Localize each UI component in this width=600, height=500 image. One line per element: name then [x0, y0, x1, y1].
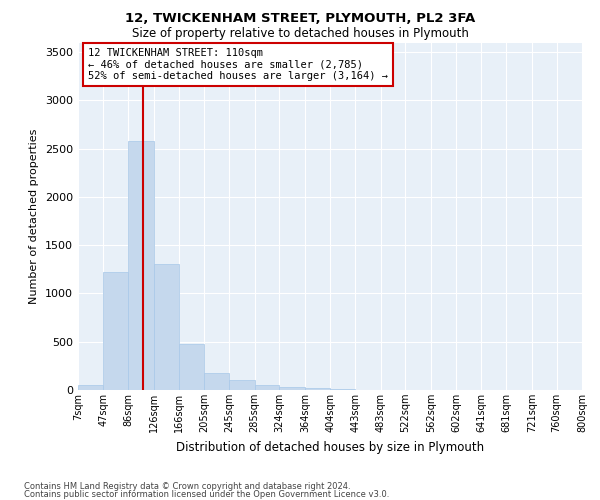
Bar [331, 389, 355, 390]
Bar [204, 373, 229, 390]
Text: 12, TWICKENHAM STREET, PLYMOUTH, PL2 3FA: 12, TWICKENHAM STREET, PLYMOUTH, PL2 3FA [125, 12, 475, 26]
Bar [254, 385, 280, 390]
Bar [179, 344, 204, 390]
Bar [103, 272, 128, 390]
Text: Contains HM Land Registry data © Crown copyright and database right 2024.: Contains HM Land Registry data © Crown c… [24, 482, 350, 491]
Bar [229, 380, 254, 390]
Text: Contains public sector information licensed under the Open Government Licence v3: Contains public sector information licen… [24, 490, 389, 499]
Bar [154, 264, 179, 390]
Text: Size of property relative to detached houses in Plymouth: Size of property relative to detached ho… [131, 28, 469, 40]
Bar [128, 141, 154, 390]
Y-axis label: Number of detached properties: Number of detached properties [29, 128, 40, 304]
Text: 12 TWICKENHAM STREET: 110sqm
← 46% of detached houses are smaller (2,785)
52% of: 12 TWICKENHAM STREET: 110sqm ← 46% of de… [88, 48, 388, 81]
Bar [280, 387, 305, 390]
Bar [78, 385, 103, 390]
X-axis label: Distribution of detached houses by size in Plymouth: Distribution of detached houses by size … [176, 440, 484, 454]
Bar [305, 388, 331, 390]
